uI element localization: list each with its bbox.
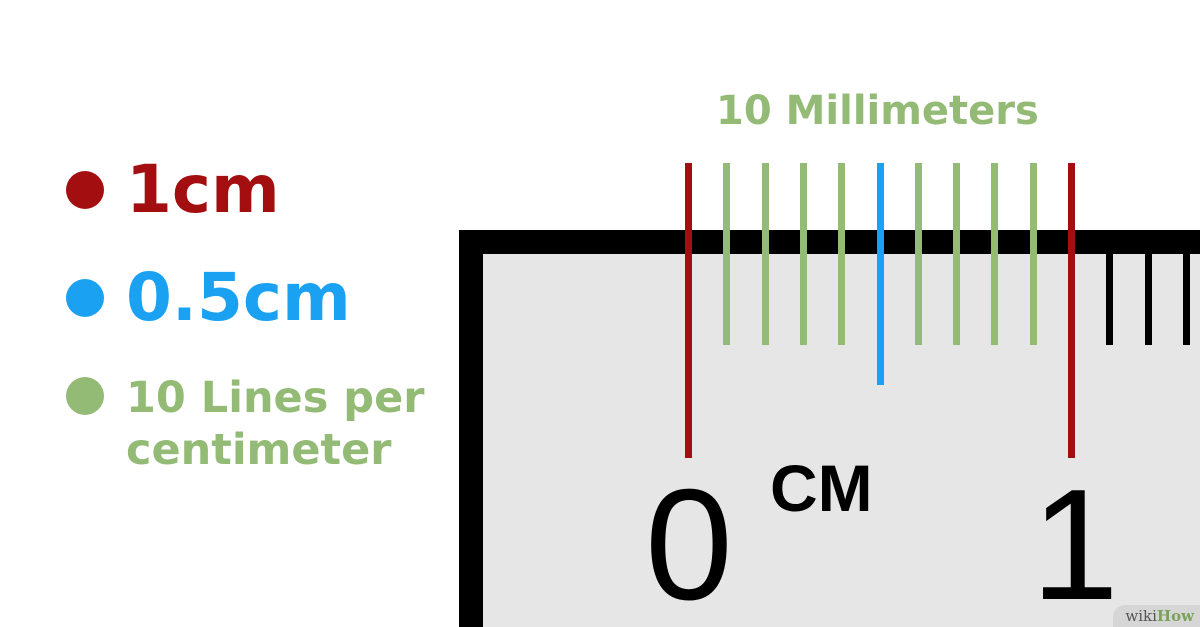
legend-item-mm: 10 Lines per centimeter (66, 372, 424, 476)
legend-label-half-cm: 0.5cm (126, 259, 351, 336)
cm-tick (1068, 163, 1075, 458)
wikihow-watermark: wikiHow (1113, 605, 1200, 627)
legend-dot-icon (66, 171, 104, 209)
cm-tick (685, 163, 692, 458)
legend-item-half-cm: 0.5cm (66, 260, 351, 336)
unit-label: CM (770, 451, 873, 525)
legend-label-mm: 10 Lines per centimeter (126, 373, 425, 475)
watermark-how: How (1156, 607, 1194, 625)
ruler-number-1: 1 (1031, 457, 1119, 627)
millimeters-label: 10 Millimeters (716, 88, 1039, 134)
ruler-tick (1183, 254, 1190, 345)
mm-tick (991, 163, 998, 345)
ruler-number-0: 0 (645, 457, 733, 627)
mm-tick (762, 163, 769, 345)
ruler-tick (1145, 254, 1152, 345)
legend-label-1cm: 1cm (126, 151, 280, 228)
mm-tick (838, 163, 845, 345)
half-cm-tick (877, 163, 884, 385)
mm-tick (953, 163, 960, 345)
mm-tick (1030, 163, 1037, 345)
legend-item-1cm: 1cm (66, 152, 280, 228)
watermark-wiki: wiki (1125, 607, 1157, 625)
mm-tick (800, 163, 807, 345)
ruler-tick (1106, 254, 1113, 345)
mm-tick (723, 163, 730, 345)
legend-dot-icon (66, 279, 104, 317)
ruler-body (459, 230, 1200, 627)
mm-tick (915, 163, 922, 345)
legend-dot-icon (66, 377, 104, 415)
